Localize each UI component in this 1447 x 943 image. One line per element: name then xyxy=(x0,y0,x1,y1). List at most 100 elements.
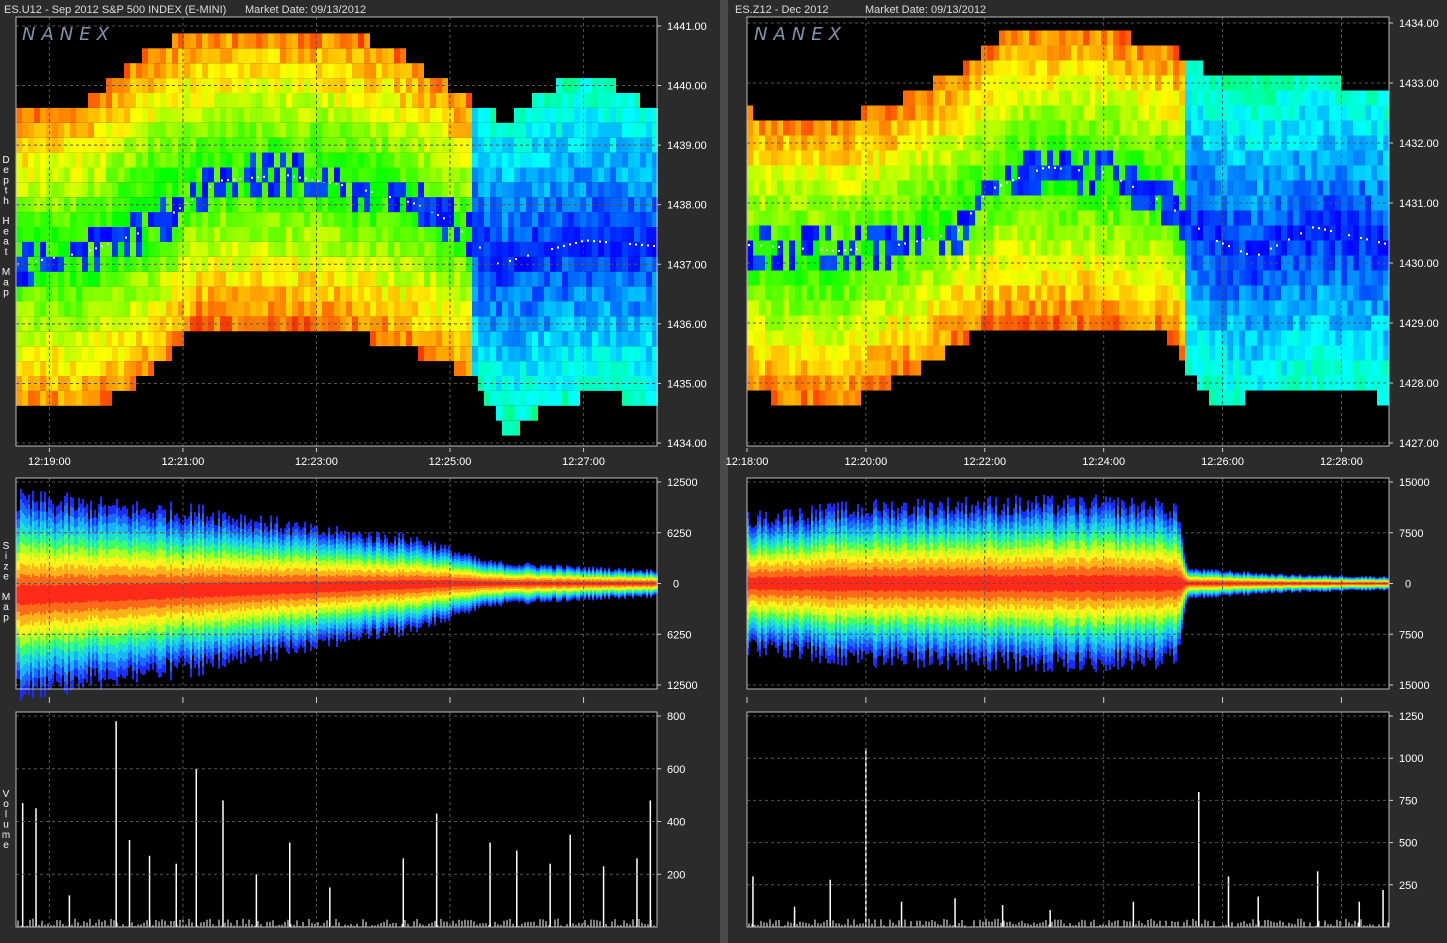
heatmap-cell xyxy=(478,212,484,227)
heatmap-cell xyxy=(562,331,568,347)
heatmap-cell xyxy=(250,122,256,138)
heatmap-cell xyxy=(364,212,370,227)
heatmap-cell xyxy=(292,227,298,242)
heatmap-cell xyxy=(142,167,148,183)
heatmap-cell xyxy=(562,122,568,138)
heatmap-cell xyxy=(550,93,556,108)
heatmap-cell xyxy=(562,227,568,242)
depth-heatmap-axis-label: p xyxy=(3,175,9,186)
heatmap-cell xyxy=(310,212,316,227)
heatmap-cell xyxy=(64,346,70,362)
heatmap-cell xyxy=(298,301,304,317)
size-band xyxy=(146,583,148,600)
heatmap-cell xyxy=(70,227,76,242)
size-band xyxy=(318,581,320,593)
heatmap-cell xyxy=(190,182,196,198)
heatmap-cell xyxy=(274,227,280,242)
heatmap-cell xyxy=(16,286,22,302)
heatmap-cell xyxy=(652,212,658,227)
heatmap-cell xyxy=(52,212,58,227)
heatmap-cell xyxy=(346,301,352,317)
size-band xyxy=(130,584,132,600)
heatmap-cell xyxy=(556,241,562,257)
heatmap-cell xyxy=(376,301,382,317)
heatmap-cell xyxy=(352,182,358,198)
heatmap-cell xyxy=(460,182,466,198)
heatmap-cell xyxy=(388,301,394,317)
heatmap-cell xyxy=(430,271,436,287)
heatmap-cell xyxy=(652,301,658,317)
heatmap-cell xyxy=(106,152,112,168)
heatmap-cell xyxy=(544,241,550,257)
trade-dot xyxy=(407,200,409,203)
heatmap-cell xyxy=(406,93,412,108)
heatmap-cell xyxy=(460,346,466,362)
heatmap-cell xyxy=(46,271,52,287)
heatmap-cell xyxy=(370,227,376,242)
heatmap-cell xyxy=(436,122,442,138)
heatmap-cell xyxy=(382,152,388,168)
heatmap-cell xyxy=(208,241,214,257)
heatmap-cell xyxy=(598,152,604,168)
heatmap-cell xyxy=(418,271,424,287)
heatmap-cell xyxy=(448,107,454,123)
heatmap-cell xyxy=(472,271,478,287)
heatmap-cell xyxy=(310,227,316,242)
size-band xyxy=(314,581,316,594)
heatmap-cell xyxy=(502,182,508,198)
heatmap-cell xyxy=(562,346,568,362)
heatmap-cell xyxy=(226,122,232,138)
trade-dot xyxy=(551,248,553,250)
heatmap-cell xyxy=(274,107,280,123)
heatmap-cell xyxy=(94,182,100,198)
trade-dot xyxy=(647,244,649,247)
size-band xyxy=(62,585,64,602)
size-band xyxy=(108,583,110,602)
heatmap-cell xyxy=(652,152,658,168)
heatmap-cell xyxy=(310,48,316,64)
heatmap-cell xyxy=(202,93,208,108)
size-band xyxy=(312,581,314,594)
depth-heatmap-axis-label: a xyxy=(3,237,9,248)
heatmap-cell xyxy=(220,241,226,257)
heatmap-cell xyxy=(514,182,520,198)
heatmap-cell xyxy=(292,182,298,198)
heatmap-cell xyxy=(490,301,496,317)
size-band xyxy=(162,583,164,600)
heatmap-cell xyxy=(52,271,58,287)
heatmap-cell xyxy=(538,390,544,406)
heatmap-cell xyxy=(370,107,376,123)
heatmap-cell xyxy=(526,212,532,227)
heatmap-cell xyxy=(592,227,598,242)
heatmap-cell xyxy=(382,301,388,317)
heatmap-cell xyxy=(616,301,622,317)
heatmap-cell xyxy=(94,152,100,168)
heatmap-cell xyxy=(502,420,508,436)
heatmap-cell xyxy=(598,286,604,302)
heatmap-cell xyxy=(586,227,592,242)
heatmap-cell xyxy=(520,361,526,376)
size-band xyxy=(452,580,454,587)
heatmap-cell xyxy=(100,227,106,242)
heatmap-cell xyxy=(160,227,166,242)
heatmap-cell xyxy=(484,346,490,362)
heatmap-cell xyxy=(388,227,394,242)
heatmap-cell xyxy=(130,152,136,168)
heatmap-cell xyxy=(640,182,646,198)
heatmap-cell xyxy=(532,405,538,421)
heatmap-cell xyxy=(418,167,424,183)
heatmap-cell xyxy=(214,48,220,64)
heatmap-cell xyxy=(130,182,136,198)
size-band xyxy=(178,583,180,598)
heatmap-cell xyxy=(424,227,430,242)
heatmap-cell xyxy=(262,107,268,123)
size-band xyxy=(152,583,154,600)
heatmap-cell xyxy=(154,212,160,227)
heatmap-cell xyxy=(508,405,514,421)
heatmap-cell xyxy=(250,33,256,49)
heatmap-cell xyxy=(232,48,238,64)
heatmap-cell xyxy=(604,301,610,317)
heatmap-cell xyxy=(406,182,412,198)
heatmap-cell xyxy=(634,361,640,376)
heatmap-cell xyxy=(598,227,604,242)
